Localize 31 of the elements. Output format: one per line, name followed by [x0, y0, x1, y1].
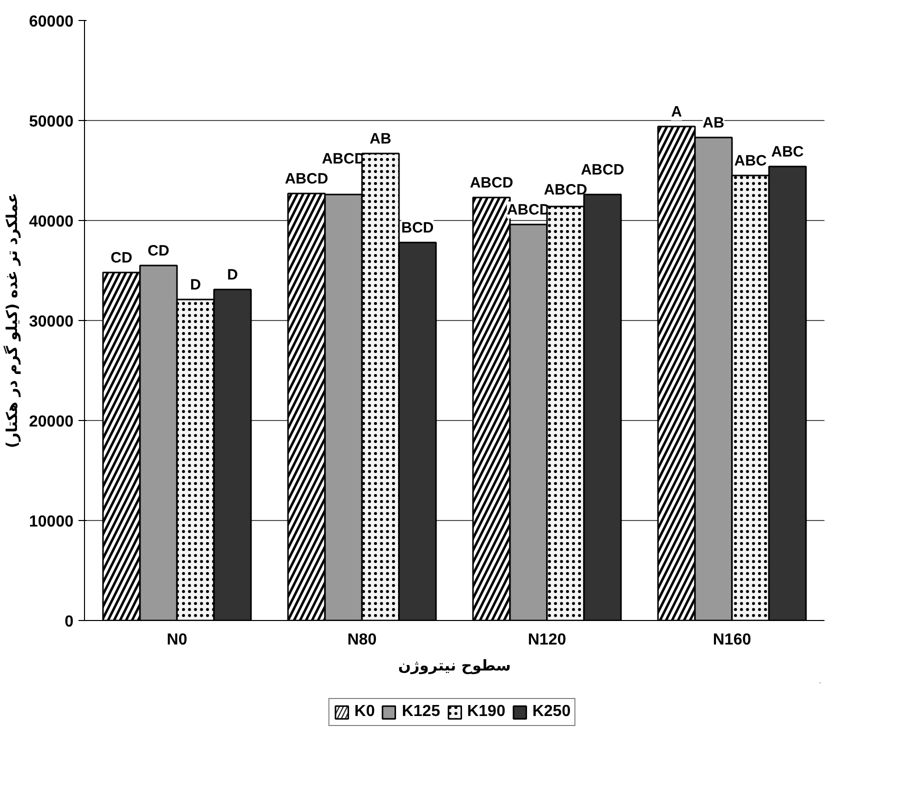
- data-label: CD: [148, 242, 170, 260]
- y-tick-label: 30000: [29, 314, 74, 330]
- data-label: ABCD: [544, 182, 588, 198]
- data-label: A: [671, 104, 682, 120]
- legend-label: K250: [532, 703, 571, 721]
- data-label: AB: [370, 130, 392, 148]
- data-label: ABCD: [284, 170, 328, 188]
- legend-label: K0: [354, 703, 375, 721]
- data-label: D: [190, 276, 202, 294]
- data-label: CD: [110, 250, 132, 266]
- y-tick-label: 10000: [29, 514, 74, 530]
- data-label: BCD: [401, 220, 434, 236]
- y-tick-label: 60000: [29, 14, 74, 30]
- legend-label: K190: [467, 703, 506, 721]
- y-tick-label: 50000: [29, 114, 74, 130]
- data-label: ABCD: [580, 162, 624, 178]
- x-tick-label: N160: [712, 632, 752, 648]
- data-label: D: [227, 266, 238, 284]
- x-axis-title: سطوح نیتروژن: [398, 656, 511, 674]
- legend-label: K125: [402, 703, 440, 721]
- y-tick-label: 0: [64, 614, 74, 630]
- data-label: ABC: [734, 152, 767, 170]
- x-tick-label: N120: [528, 632, 566, 648]
- data-label: ABC: [771, 144, 804, 160]
- data-label: ABCD: [470, 174, 514, 192]
- y-axis-title: عملکرد تر غده (کیلو گرم در هکتار): [3, 192, 22, 448]
- y-tick-label: 20000: [29, 414, 74, 430]
- data-label: AB: [702, 114, 724, 132]
- x-tick-label: N0: [166, 632, 188, 648]
- x-tick-label: N80: [347, 632, 377, 648]
- y-tick-label: 40000: [29, 214, 74, 230]
